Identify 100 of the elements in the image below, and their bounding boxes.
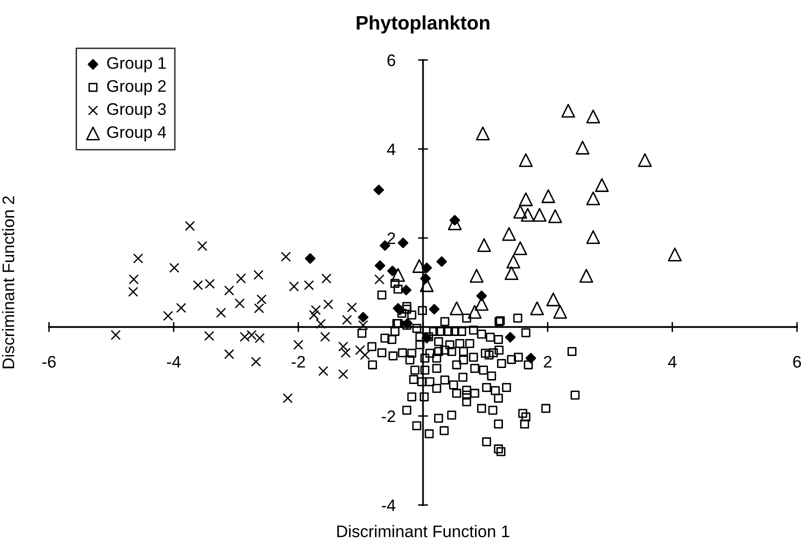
point (513, 204, 528, 219)
point (374, 260, 386, 271)
point (320, 332, 330, 342)
point (374, 274, 384, 284)
point (412, 259, 426, 273)
point (310, 305, 321, 316)
x-tick-label: 4 (668, 356, 676, 368)
point (476, 290, 487, 302)
y-tick-label: 6 (387, 54, 396, 66)
point (355, 345, 366, 356)
point (340, 348, 351, 358)
point (513, 241, 528, 256)
legend-label: Group 2 (107, 80, 166, 96)
point (518, 192, 533, 206)
y-tick-label: 2 (387, 232, 396, 244)
point (594, 178, 609, 192)
point (546, 292, 560, 306)
legend-label: Group 3 (107, 103, 166, 118)
point (256, 294, 267, 304)
point (541, 189, 556, 204)
point (428, 304, 440, 314)
point (323, 299, 334, 310)
point (638, 153, 652, 168)
point (561, 104, 576, 118)
point (250, 356, 261, 367)
point (502, 227, 516, 241)
point (421, 332, 432, 344)
legend-label: Group 1 (107, 57, 166, 72)
point (133, 253, 144, 264)
point (504, 332, 516, 343)
point (586, 230, 600, 244)
point (304, 280, 314, 290)
point (402, 318, 413, 329)
point (530, 301, 544, 316)
point (224, 349, 234, 360)
point (358, 320, 368, 330)
point (282, 393, 293, 404)
point (470, 268, 484, 283)
point (420, 273, 431, 284)
point (110, 330, 121, 340)
point (387, 266, 398, 276)
point (476, 126, 490, 140)
point (421, 262, 432, 274)
point (504, 266, 518, 280)
point (253, 270, 264, 280)
point (360, 350, 370, 360)
point (532, 208, 546, 222)
point (342, 314, 352, 325)
x-axis-title: Discriminant Function 1 (337, 525, 510, 538)
chart-title: Phytoplankton (356, 15, 490, 34)
point (169, 262, 180, 273)
point (450, 301, 464, 316)
point (176, 302, 186, 313)
point (224, 285, 234, 296)
point (304, 253, 316, 264)
point (338, 342, 348, 352)
point (236, 273, 246, 284)
point (128, 286, 138, 297)
point (477, 238, 491, 252)
point (449, 214, 460, 226)
x-tick-label: 6 (793, 356, 801, 368)
x-tick-label: 2 (544, 356, 552, 368)
x-tick-label: -4 (166, 356, 181, 368)
point (398, 238, 408, 248)
point (526, 352, 536, 364)
point (338, 369, 348, 380)
point (234, 298, 245, 308)
point (308, 310, 319, 320)
point (468, 304, 482, 319)
y-tick-label: 4 (387, 144, 396, 156)
point (316, 318, 326, 329)
point (346, 302, 357, 312)
point (548, 209, 562, 224)
point (318, 366, 328, 376)
point (400, 284, 412, 296)
point (216, 308, 226, 318)
y-axis-title: Discriminant Function 2 (2, 196, 14, 368)
y-tick-label: -2 (382, 410, 396, 422)
point (586, 191, 600, 206)
point (373, 184, 384, 196)
point (280, 252, 291, 262)
point (553, 304, 568, 319)
point (184, 220, 195, 231)
point (204, 330, 214, 341)
x-tick-label: -6 (42, 356, 56, 368)
point (288, 281, 299, 292)
point (254, 303, 264, 314)
point (293, 340, 304, 350)
point (192, 280, 203, 290)
point (518, 153, 533, 168)
point (358, 312, 368, 323)
y-tick-label: -4 (382, 500, 396, 512)
point (321, 273, 332, 284)
point (520, 208, 535, 222)
point (506, 254, 520, 268)
point (436, 256, 447, 267)
legend-label: Group 4 (107, 126, 166, 142)
point (576, 140, 590, 155)
point (128, 274, 139, 284)
point (586, 110, 600, 124)
